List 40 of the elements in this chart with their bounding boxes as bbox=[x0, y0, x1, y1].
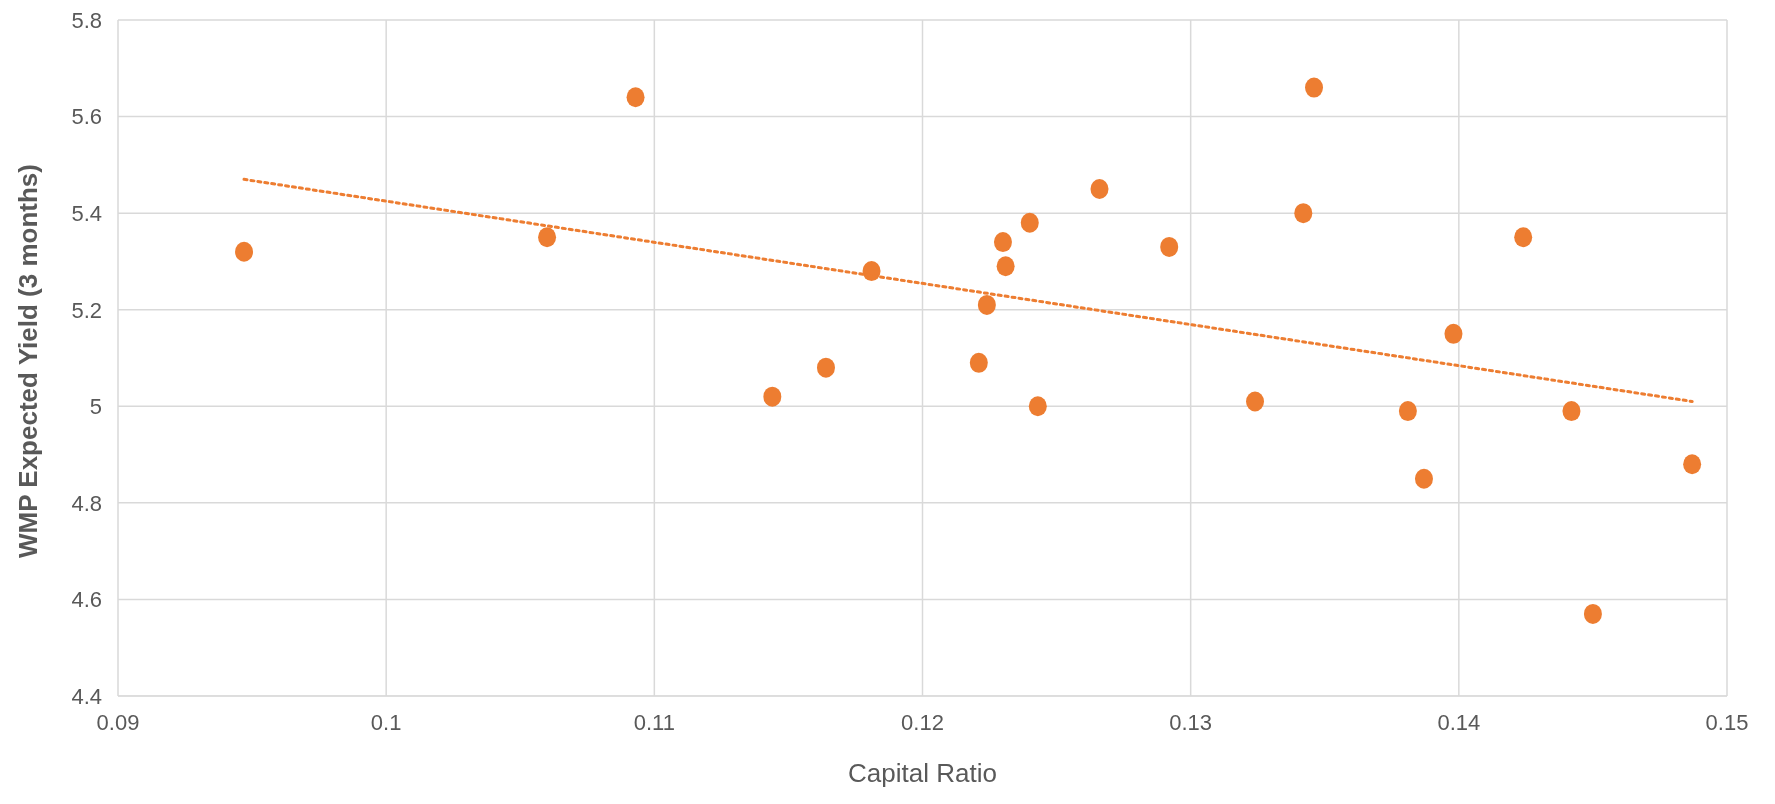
point bbox=[1305, 77, 1324, 98]
point bbox=[1294, 203, 1313, 224]
point bbox=[626, 87, 645, 108]
point bbox=[1683, 454, 1702, 475]
point bbox=[1398, 401, 1417, 422]
point bbox=[993, 232, 1012, 253]
point bbox=[235, 241, 254, 262]
y-tick-label: 5 bbox=[89, 394, 102, 420]
x-tick-label: 0.13 bbox=[1169, 709, 1213, 735]
x-tick-label: 0.1 bbox=[370, 709, 402, 735]
point bbox=[1160, 236, 1179, 257]
point bbox=[763, 386, 782, 407]
point bbox=[1414, 468, 1433, 489]
point bbox=[969, 352, 988, 373]
point bbox=[816, 357, 835, 378]
y-tick-label: 5.2 bbox=[71, 297, 102, 323]
x-tick-label: 0.11 bbox=[633, 709, 675, 735]
x-tick-label: 0.09 bbox=[96, 709, 140, 735]
point bbox=[1514, 227, 1533, 248]
point bbox=[1583, 603, 1602, 624]
point bbox=[1444, 323, 1463, 344]
y-axis-title: WMP Expected Yield (3 months) bbox=[13, 164, 44, 558]
point bbox=[538, 227, 557, 248]
point bbox=[1562, 401, 1581, 422]
point bbox=[1020, 212, 1039, 233]
point bbox=[996, 256, 1015, 277]
y-tick-label: 5.8 bbox=[71, 7, 102, 33]
y-tick-label: 4.4 bbox=[71, 683, 102, 709]
y-tick-label: 5.6 bbox=[71, 104, 102, 130]
point bbox=[977, 294, 996, 315]
point bbox=[1090, 179, 1109, 199]
point bbox=[1028, 396, 1047, 417]
y-tick-label: 4.8 bbox=[71, 490, 102, 516]
y-tick-label: 5.4 bbox=[71, 200, 102, 226]
x-tick-label: 0.12 bbox=[901, 709, 944, 735]
x-tick-label: 0.15 bbox=[1705, 709, 1749, 735]
x-tick-label: 0.14 bbox=[1437, 709, 1481, 735]
point bbox=[1246, 391, 1265, 412]
x-axis-title: Capital Ratio bbox=[848, 758, 997, 788]
y-tick-label: 4.6 bbox=[71, 587, 102, 613]
